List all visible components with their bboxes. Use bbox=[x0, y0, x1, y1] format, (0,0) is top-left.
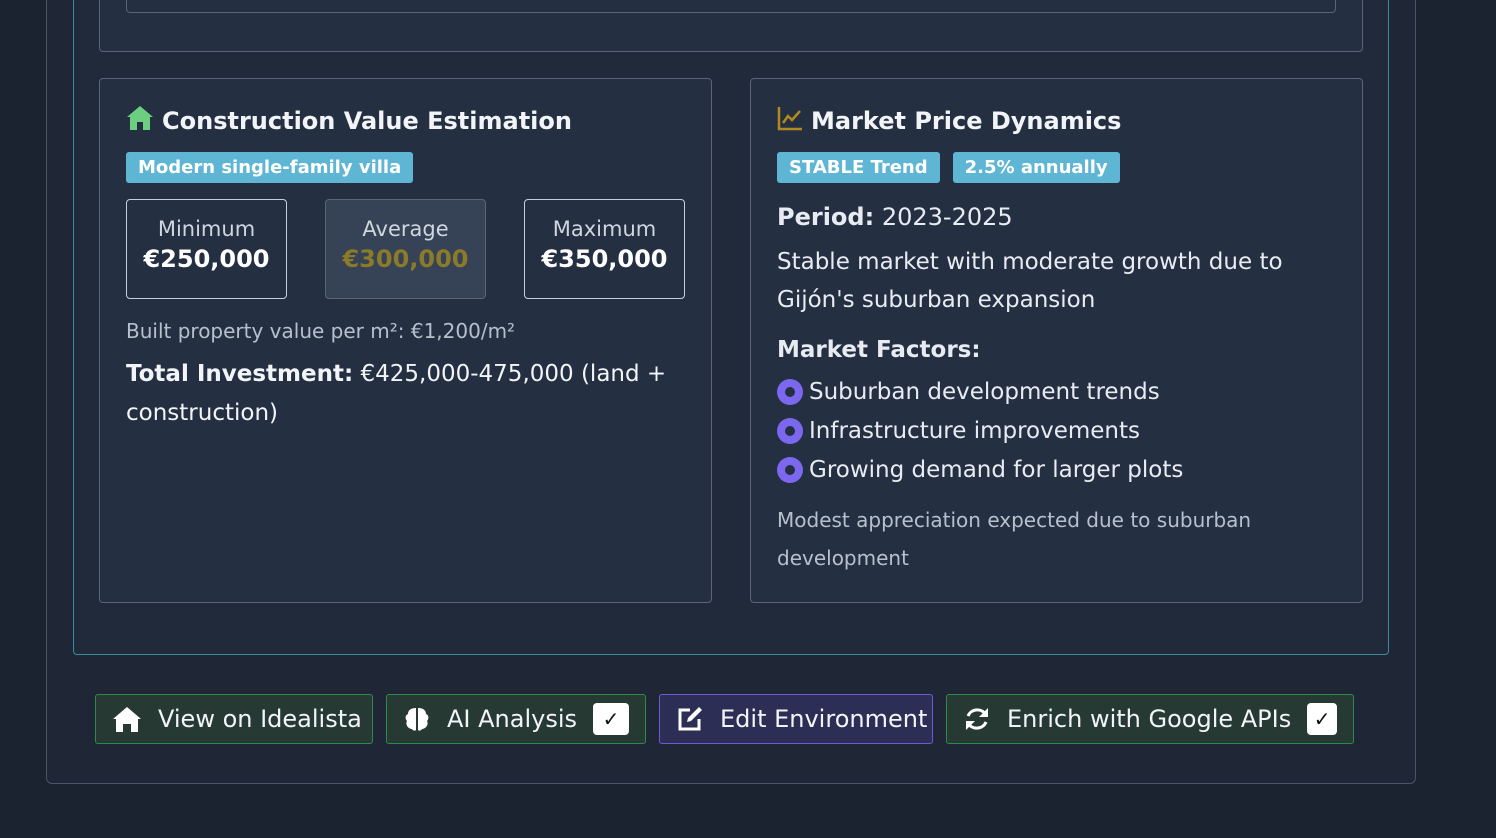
minimum-label: Minimum bbox=[157, 217, 256, 241]
enrich-google-button[interactable]: Enrich with Google APIs ✓ bbox=[946, 694, 1354, 744]
market-note: Modest appreciation expected due to subu… bbox=[777, 508, 1252, 570]
ai-analysis-label: AI Analysis bbox=[447, 705, 578, 733]
edit-icon bbox=[676, 704, 704, 734]
previous-section-inner bbox=[126, 0, 1336, 13]
bullet-icon bbox=[777, 378, 803, 405]
brain-icon bbox=[403, 704, 431, 734]
idealista-label: View on Idealista bbox=[158, 705, 362, 733]
list-item: Growing demand for larger plots bbox=[777, 450, 1183, 489]
trend-badge: STABLE Trend bbox=[777, 152, 940, 183]
average-value: €300,000 bbox=[342, 245, 469, 273]
refresh-icon bbox=[963, 704, 991, 734]
enrich-checkbox[interactable]: ✓ bbox=[1307, 703, 1337, 735]
period: Period: 2023-2025 bbox=[777, 203, 1013, 231]
home-icon bbox=[126, 105, 154, 137]
market-description: Stable market with moderate growth due t… bbox=[777, 249, 1283, 313]
property-type-badge: Modern single-family villa bbox=[126, 152, 414, 183]
market-factors-list: Suburban development trends Infrastructu… bbox=[777, 372, 1183, 489]
home-icon bbox=[112, 704, 142, 734]
ai-analysis-checkbox[interactable]: ✓ bbox=[593, 703, 629, 735]
minimum-value: €250,000 bbox=[143, 245, 270, 273]
investment-label: Total Investment: bbox=[126, 361, 354, 387]
market-dynamics-card: Market Price Dynamics STABLE Trend 2.5% … bbox=[750, 78, 1363, 603]
maximum-label: Maximum bbox=[552, 217, 657, 241]
edit-environment-button[interactable]: Edit Environment bbox=[659, 694, 933, 744]
edit-environment-label: Edit Environment bbox=[720, 705, 928, 733]
maximum-value: €350,000 bbox=[541, 245, 668, 273]
rate-badge: 2.5% annually bbox=[952, 152, 1120, 183]
average-price-box: Average €300,000 bbox=[325, 199, 486, 299]
list-item: Suburban development trends bbox=[777, 372, 1183, 411]
investment-value: €425,000-475,000 (land + construction) bbox=[126, 361, 667, 426]
maximum-price-box: Maximum €350,000 bbox=[524, 199, 685, 299]
list-item: Infrastructure improvements bbox=[777, 411, 1183, 450]
construction-title: Construction Value Estimation bbox=[162, 107, 572, 135]
ai-analysis-button[interactable]: AI Analysis ✓ bbox=[386, 694, 646, 744]
period-label: Period: bbox=[777, 203, 875, 231]
value-per-sqm: Built property value per m²: €1,200/m² bbox=[126, 319, 516, 343]
chart-line-icon bbox=[777, 105, 803, 137]
minimum-price-box: Minimum €250,000 bbox=[126, 199, 287, 299]
bullet-icon bbox=[777, 417, 803, 444]
view-on-idealista-button[interactable]: View on Idealista bbox=[95, 694, 373, 744]
market-factors-title: Market Factors: bbox=[777, 337, 981, 363]
average-label: Average bbox=[362, 217, 449, 241]
construction-value-card: Construction Value Estimation Modern sin… bbox=[99, 78, 712, 603]
enrich-label: Enrich with Google APIs bbox=[1007, 705, 1292, 733]
total-investment: Total Investment: €425,000-475,000 (land… bbox=[126, 355, 686, 433]
bullet-icon bbox=[777, 456, 803, 483]
market-title: Market Price Dynamics bbox=[811, 107, 1122, 135]
period-value: 2023-2025 bbox=[874, 203, 1013, 231]
